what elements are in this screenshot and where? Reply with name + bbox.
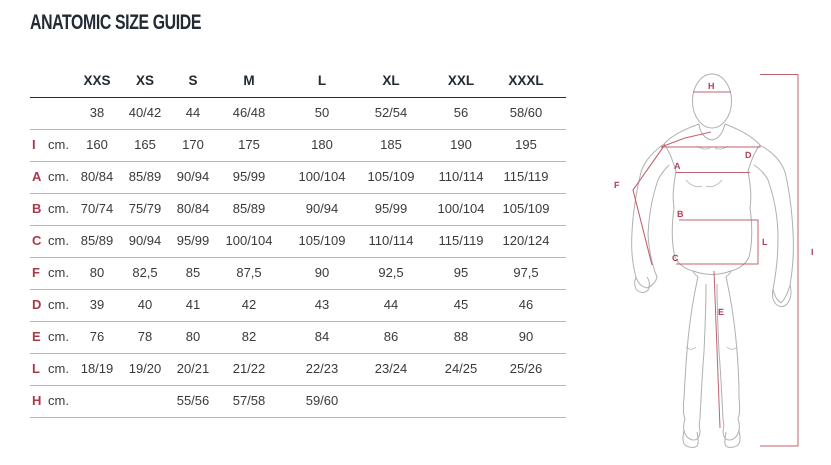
svg-text:E: E bbox=[718, 307, 724, 317]
svg-text:D: D bbox=[745, 150, 752, 160]
svg-text:H: H bbox=[708, 81, 715, 91]
svg-text:F: F bbox=[614, 180, 620, 190]
svg-text:C: C bbox=[672, 253, 679, 263]
svg-text:A: A bbox=[674, 161, 681, 171]
svg-text:I: I bbox=[811, 247, 814, 257]
svg-text:B: B bbox=[677, 209, 684, 219]
svg-text:L: L bbox=[762, 237, 768, 247]
